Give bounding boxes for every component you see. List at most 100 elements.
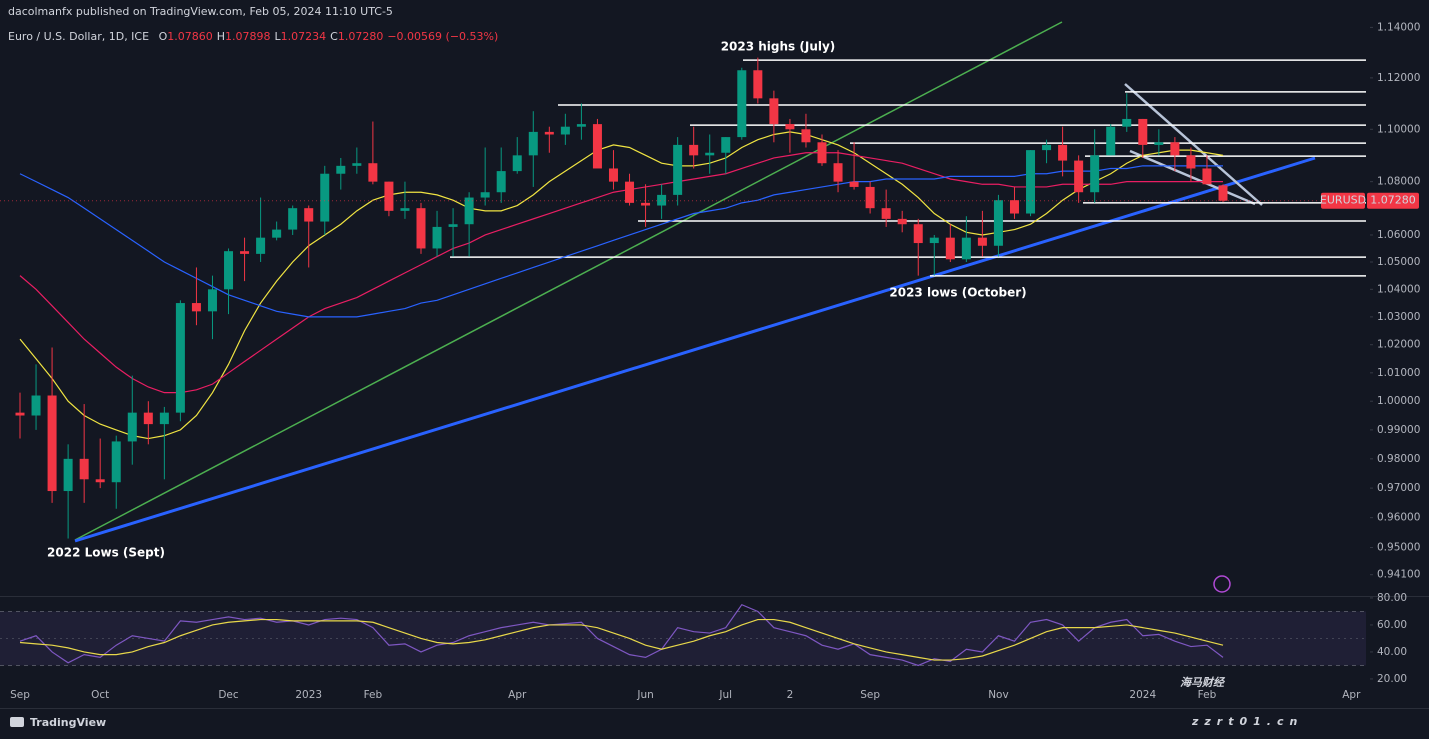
candle-body <box>737 70 747 138</box>
candle-body <box>544 131 554 135</box>
candle-body <box>833 163 843 182</box>
candle-body <box>207 289 217 312</box>
candle-body <box>641 202 651 206</box>
candle-body <box>817 142 827 164</box>
candle-body <box>336 165 346 174</box>
candle-body <box>849 181 859 187</box>
candle-body <box>304 208 314 222</box>
y-tick-label: 0.98000 <box>1377 453 1420 465</box>
y-tick-label: 0.94100 <box>1377 569 1420 581</box>
annotation: 2023 highs (July) <box>721 40 836 54</box>
candle-body <box>865 186 875 209</box>
y-tick-label: 1.05000 <box>1377 256 1420 268</box>
candle-body <box>320 173 330 222</box>
candle-body <box>576 124 586 127</box>
ohlc-key: L <box>275 30 282 43</box>
y-tick-label: 1.01000 <box>1377 367 1420 379</box>
candle-body <box>1154 142 1164 145</box>
price-tag-symbol: EURUSD <box>1320 194 1366 207</box>
y-tick-label: 0.96000 <box>1377 512 1420 524</box>
candle-body <box>143 412 153 425</box>
candle-body <box>63 458 73 492</box>
candle-body <box>881 208 891 219</box>
candle-body <box>256 237 266 254</box>
price-tag-symbol-box <box>1321 192 1365 209</box>
x-tick-label: Apr <box>508 689 527 701</box>
publisher: dacolmanfx published on TradingView.com,… <box>8 5 393 18</box>
trendline-green <box>74 21 1063 541</box>
y-tick-label: 1.06000 <box>1377 229 1420 241</box>
y-tick-label: 1.08000 <box>1377 176 1420 188</box>
candle-body <box>175 303 185 413</box>
y-tick-label: 1.10000 <box>1377 123 1420 135</box>
annotation: 2023 lows (October) <box>889 286 1026 300</box>
candle-body <box>191 303 201 312</box>
candle-body <box>753 70 763 99</box>
candle-body <box>1074 160 1084 193</box>
y-tick-label: 1.03000 <box>1377 311 1420 323</box>
candle-body <box>111 441 121 483</box>
candle-body <box>897 218 907 225</box>
symbol-line: Euro / U.S. Dollar, 1D, ICE O1.07860 H1.0… <box>8 30 498 43</box>
candle-body <box>159 412 169 425</box>
logo-icon <box>10 717 24 727</box>
candle-body <box>1122 118 1132 127</box>
y-tick-label: 1.02000 <box>1377 339 1420 351</box>
candle-body <box>1202 168 1212 185</box>
change: −0.00569 (−0.53%) <box>387 30 498 43</box>
x-tick-label: Oct <box>91 689 109 701</box>
candle-body <box>224 251 234 290</box>
moving-average <box>19 165 1223 318</box>
candle-body <box>1009 200 1019 214</box>
candle-body <box>945 237 955 260</box>
candle-body <box>15 412 25 416</box>
candle-body <box>673 144 683 195</box>
x-tick-label: Jul <box>718 689 732 701</box>
y-tick-label: 1.14000 <box>1377 21 1420 33</box>
candle-body <box>1042 144 1052 151</box>
ohlc-key: O <box>159 30 168 43</box>
icon[interactable] <box>1213 575 1231 593</box>
x-tick-label: Jun <box>636 689 653 701</box>
candle-body <box>1058 144 1068 161</box>
candle-body <box>496 171 506 193</box>
channel-lower <box>1129 149 1256 206</box>
y-tick-label: 0.97000 <box>1377 482 1420 494</box>
candle-body <box>1218 185 1228 201</box>
x-tick-label: 2024 <box>1129 689 1156 701</box>
trendline-blue <box>74 156 1316 543</box>
y-tick-label: 1.04000 <box>1377 283 1420 295</box>
candle-body <box>528 131 538 156</box>
candle-body <box>368 163 378 182</box>
candle-body <box>464 197 474 225</box>
x-tick-label: Sep <box>10 689 30 701</box>
candle-body <box>961 237 971 260</box>
candle-body <box>288 208 298 230</box>
candle-body <box>1106 126 1116 156</box>
candle-body <box>929 237 939 244</box>
candle-body <box>689 144 699 156</box>
marks: 1.14000 1.12000 1.10000 1.08000 1.06000 1.050… <box>0 21 1420 701</box>
x-tick-label: 2 <box>787 689 794 701</box>
moving-average <box>19 152 1223 394</box>
y-tick-label: 1.12000 <box>1377 72 1420 84</box>
candle-body <box>352 163 362 166</box>
ohlc-key: H <box>217 30 225 43</box>
candle-body <box>31 395 41 416</box>
candle-body <box>785 124 795 130</box>
candle-body <box>47 395 57 492</box>
candle-body <box>79 458 89 480</box>
y-tick-label: 0.99000 <box>1377 424 1420 436</box>
watermark-site: zzrt01.cn <box>1191 715 1303 728</box>
annotation: 2022 Lows (Sept) <box>47 546 165 560</box>
candle-body <box>432 226 442 249</box>
candle-body <box>400 208 410 211</box>
candle-body <box>721 137 731 153</box>
x-tick-label: Nov <box>988 689 1009 701</box>
x-tick-label: Apr <box>1342 689 1361 701</box>
ohlc-value: 1.07898 <box>225 30 271 43</box>
candle-body <box>705 152 715 156</box>
candle-body <box>1026 150 1036 214</box>
x-tick-label: Sep <box>860 689 880 701</box>
watermark-title: 海马财经 <box>1180 676 1226 689</box>
